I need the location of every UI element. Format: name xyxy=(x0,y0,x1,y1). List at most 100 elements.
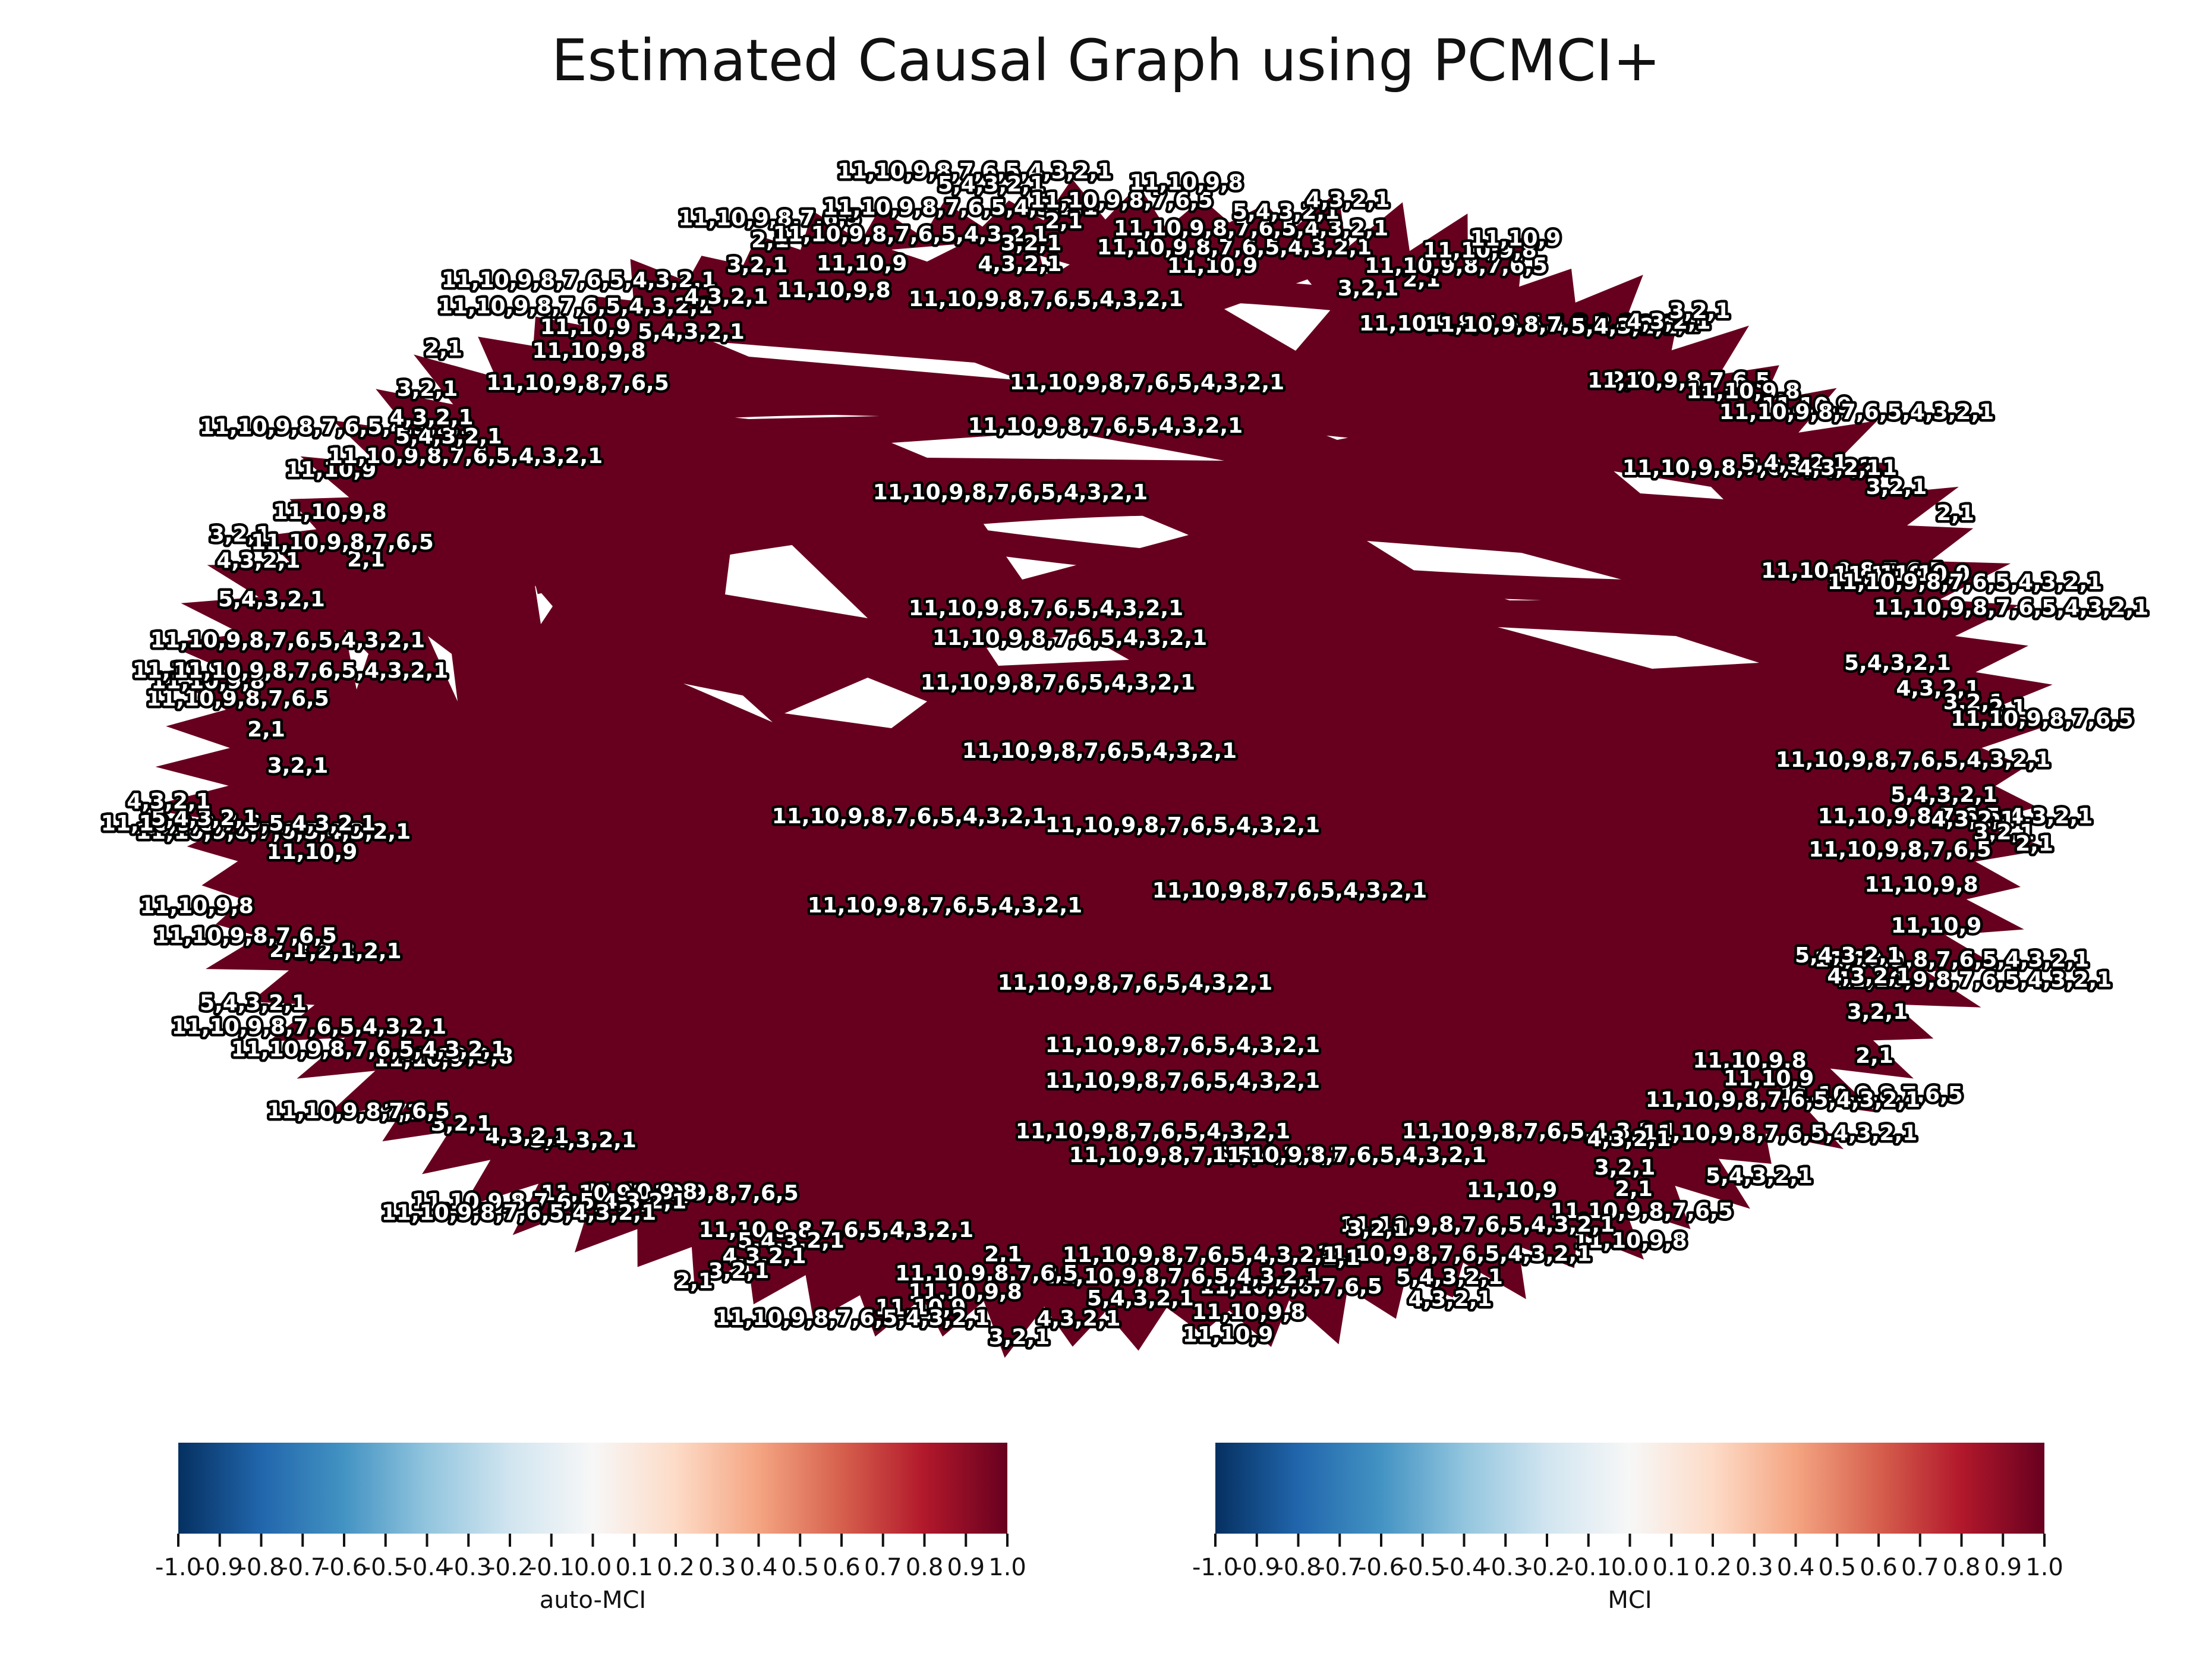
edge-lag-label: 2,1 xyxy=(984,1242,1022,1267)
edge-lag-label: 11,10,9,8 xyxy=(399,1044,513,1069)
edge-lag-label: 11,10,9,8,7,6,5,4,3,2,1 xyxy=(442,268,716,292)
edge-lag-label: 11,10,9,8,7,6,5 xyxy=(895,1261,1078,1286)
edge-lag-label: 11,10,9 xyxy=(1723,1066,1814,1091)
edge-lag-label: 3,2,1 xyxy=(1669,299,1731,323)
edge-lag-label: 11,10,9 xyxy=(1470,226,1561,251)
edge-lag-label: 11,10,9,8,7,6,5 xyxy=(1780,1082,1963,1107)
colorbar-tick-label: -0.1 xyxy=(1565,1554,1612,1581)
edge-lag-label: 11,10,9 xyxy=(1183,1323,1274,1347)
edge-lag-label: 2,1 xyxy=(1936,501,1974,525)
colorbar-label: auto-MCI xyxy=(540,1587,646,1614)
edge-lag-label: 11,10,9,8,7,6,5,4,3,2,1 xyxy=(382,1201,656,1225)
edge-lag-label: 11,10,9,8,7,6,5,4,3,2,1 xyxy=(968,414,1243,438)
edge-lag-label: 4,3,2,1 xyxy=(317,939,401,964)
edge-lag-label: 11,10,9,8,7,6,5,4,3,2,1 xyxy=(328,444,603,468)
edge-lag-label: 11,10,9,8,7,6,5 xyxy=(1587,369,1770,393)
mci-colorbar: -1.0-0.9-0.8-0.7-0.6-0.5-0.4-0.3-0.2-0.1… xyxy=(1192,1443,2063,1614)
edge-lag-label: 11,10,9 xyxy=(1762,394,1852,418)
edge-lag-label: 3,2,1 xyxy=(989,1325,1050,1349)
colorbar-tick-label: -0.8 xyxy=(1275,1554,1321,1581)
edge-lag-label: 11,10,9,8,7,6,5,4,3,2,1 xyxy=(101,811,376,836)
edge-gap-6 xyxy=(1498,627,1759,669)
edge-lag-label: 11,10,9,8 xyxy=(532,339,645,363)
edge-lag-label: 5,4,3,2,1 xyxy=(1844,651,1951,675)
edge-lag-label: 5,4,3,2,1 xyxy=(738,1229,845,1253)
edge-lag-label: 2,1 xyxy=(1045,209,1083,234)
graph-edge-0 xyxy=(591,273,1607,345)
edge-lag-label: 11,10,9,8 xyxy=(1192,1300,1305,1324)
colorbar-tick-label: -0.7 xyxy=(1316,1554,1363,1581)
edge-lag-label: 11,10,9,8,7,6,5,4,3,2,1 xyxy=(1874,596,2148,620)
edge-lag-label: 11,10,9,8,7,6,5,4,3,2,1 xyxy=(998,971,1272,995)
edge-lag-label: 11,10,9,8,7,6,5,4,3,2,1 xyxy=(909,596,1183,621)
edge-lag-label: 11,10,9,8,7,6,5,4,3,2,1 xyxy=(1776,748,2050,772)
edge-lag-label: 11,10,9 xyxy=(1167,254,1258,278)
colorbar-tick-label: -0.6 xyxy=(1358,1554,1404,1581)
edge-gap-12 xyxy=(683,684,773,722)
edge-lag-label: 11,10,9,8,7,6,5,4,3,2,1 xyxy=(1818,804,2093,829)
edge-lag-label: 4,3,2,1 xyxy=(1587,1127,1671,1151)
edge-lag-label: 5,4,3,2,1 xyxy=(395,424,502,449)
edge-lag-label: 2,1 xyxy=(1610,368,1648,392)
edge-lag-label: 11,10,9,8,7,6,5,4,3,2,1 xyxy=(699,1218,973,1242)
edge-lag-label: 4,3,2,1 xyxy=(389,405,473,430)
edge-lag-label: 11,10,9 xyxy=(875,1295,966,1320)
edge-lag-label: 11,10,9,8,7,6,5,4,3,2,1 xyxy=(150,628,425,653)
edge-lag-label: 11,10,9,8,7,6,5,4,3,2,1 xyxy=(1402,1119,1677,1144)
colorbar-tick-label: 0.8 xyxy=(906,1554,944,1581)
edge-lag-label: 4,3,2,1 xyxy=(1036,1307,1120,1331)
colorbar-tick-label: 0.7 xyxy=(864,1554,902,1581)
graph-edge-5 xyxy=(770,957,1726,1022)
edge-lag-label: 11,10,9 xyxy=(286,458,377,482)
edge-lag-label: 11,10,9,8,7,6,5,4,3,2,1 xyxy=(1069,1143,1344,1167)
edge-lag-label: 5,4,3,2,1 xyxy=(938,172,1045,197)
edge-lag-label: 11,10,9,8,7,6,5,4,3,2,1 xyxy=(1814,948,2089,972)
edge-lag-label: 3,2,1 xyxy=(1347,1217,1409,1241)
edge-lag-label: 2,1 xyxy=(383,1100,421,1125)
edge-lag-label: 11,10,9,8,7,6,5,4,3,2,1 xyxy=(1046,1264,1321,1289)
colorbar-tick-label: 0.2 xyxy=(657,1554,695,1581)
edge-lag-label: 2,1 xyxy=(2015,832,2053,856)
edge-lag-label: 11,10,9,8,7,6,5 xyxy=(616,1181,799,1206)
edge-lag-label: 11,10,9,8,7,6,5 xyxy=(1761,559,1944,583)
edge-lag-label: 11,10,9,8 xyxy=(1833,562,1946,587)
edge-lag-label: 2,1 xyxy=(247,717,285,742)
edge-lag-label: 5,4,3,2,1 xyxy=(151,806,258,830)
edge-lag-label: 11,10,9,8,7,6,5,4,3,2,1 xyxy=(1622,456,1897,480)
colorbar-tick-label: 0.4 xyxy=(740,1554,778,1581)
colorbar-gradient xyxy=(1215,1443,2044,1534)
edge-lag-label: 4,3,2,1 xyxy=(684,285,768,309)
graph-edge-3 xyxy=(532,490,1725,594)
edge-lag-label: 11,10,9,8 xyxy=(584,1180,697,1204)
edge-lag-label: 4,3,2,1 xyxy=(722,1244,806,1269)
edge-lag-label: 2,1 xyxy=(751,228,789,253)
edge-lag-label: 11,10,9,8 xyxy=(1129,171,1243,195)
edge-lag-label: 11,10,9,8,7,6,5,4,3,2,1 xyxy=(1837,968,2112,992)
edge-lag-label: 11,10,9,8,7,6,5 xyxy=(1199,1274,1382,1299)
colorbar-tick-label: 0.2 xyxy=(1694,1554,1732,1581)
edge-lag-label: 3,2,1 xyxy=(1001,231,1062,256)
edge-lag-label: 11,10,9,8,7,6,5,4,3,2,1 xyxy=(1646,1088,1920,1112)
edge-lag-label: 11,10,9 xyxy=(817,251,908,276)
colorbar-tick-label: -0.1 xyxy=(528,1554,575,1581)
causal-graph xyxy=(140,178,2053,1358)
colorbar-tick-label: 1.0 xyxy=(2025,1554,2063,1581)
edge-lag-label: 11,10,9,8,7,6,5,4,3,2,1 xyxy=(773,222,1048,247)
edge-lag-label: 5,4,3,2,1 xyxy=(1396,1265,1503,1289)
colorbar-tick-label: -1.0 xyxy=(1192,1554,1239,1581)
edge-gap-16 xyxy=(1040,256,1070,279)
edge-lag-label: 11,10,9 xyxy=(267,840,358,864)
edge-lag-label: 11,10,9,8 xyxy=(140,894,253,918)
edge-lag-label: 4,3,2,1 xyxy=(978,252,1061,276)
edge-lag-label: 11,10,9,8,7,6,5 xyxy=(146,687,329,711)
edge-lag-label: 2,1 xyxy=(1989,695,2027,720)
edge-lag-label: 11,10,9,8,7,6,5,4,3,2,1 xyxy=(873,480,1148,505)
colorbar-tick-label: -0.9 xyxy=(1234,1554,1280,1581)
edge-lag-label: 3,2,1 xyxy=(267,754,329,778)
colorbar-tick-label: -0.4 xyxy=(1441,1554,1487,1581)
edge-lag-label: 11,10,9,8,7,6,5,4,3,2,1 xyxy=(1045,813,1320,838)
edge-lag-label: 11,10,9,8,7,6,5 xyxy=(1550,1199,1733,1223)
edge-lag-label: 3,2,1 xyxy=(397,377,458,401)
colorbar-tick-label: 0.1 xyxy=(615,1554,653,1581)
edge-labels: 11,10,9,8,7,6,5,4,3,2,111,10,9,8,7,6,5,4… xyxy=(98,157,2151,1352)
